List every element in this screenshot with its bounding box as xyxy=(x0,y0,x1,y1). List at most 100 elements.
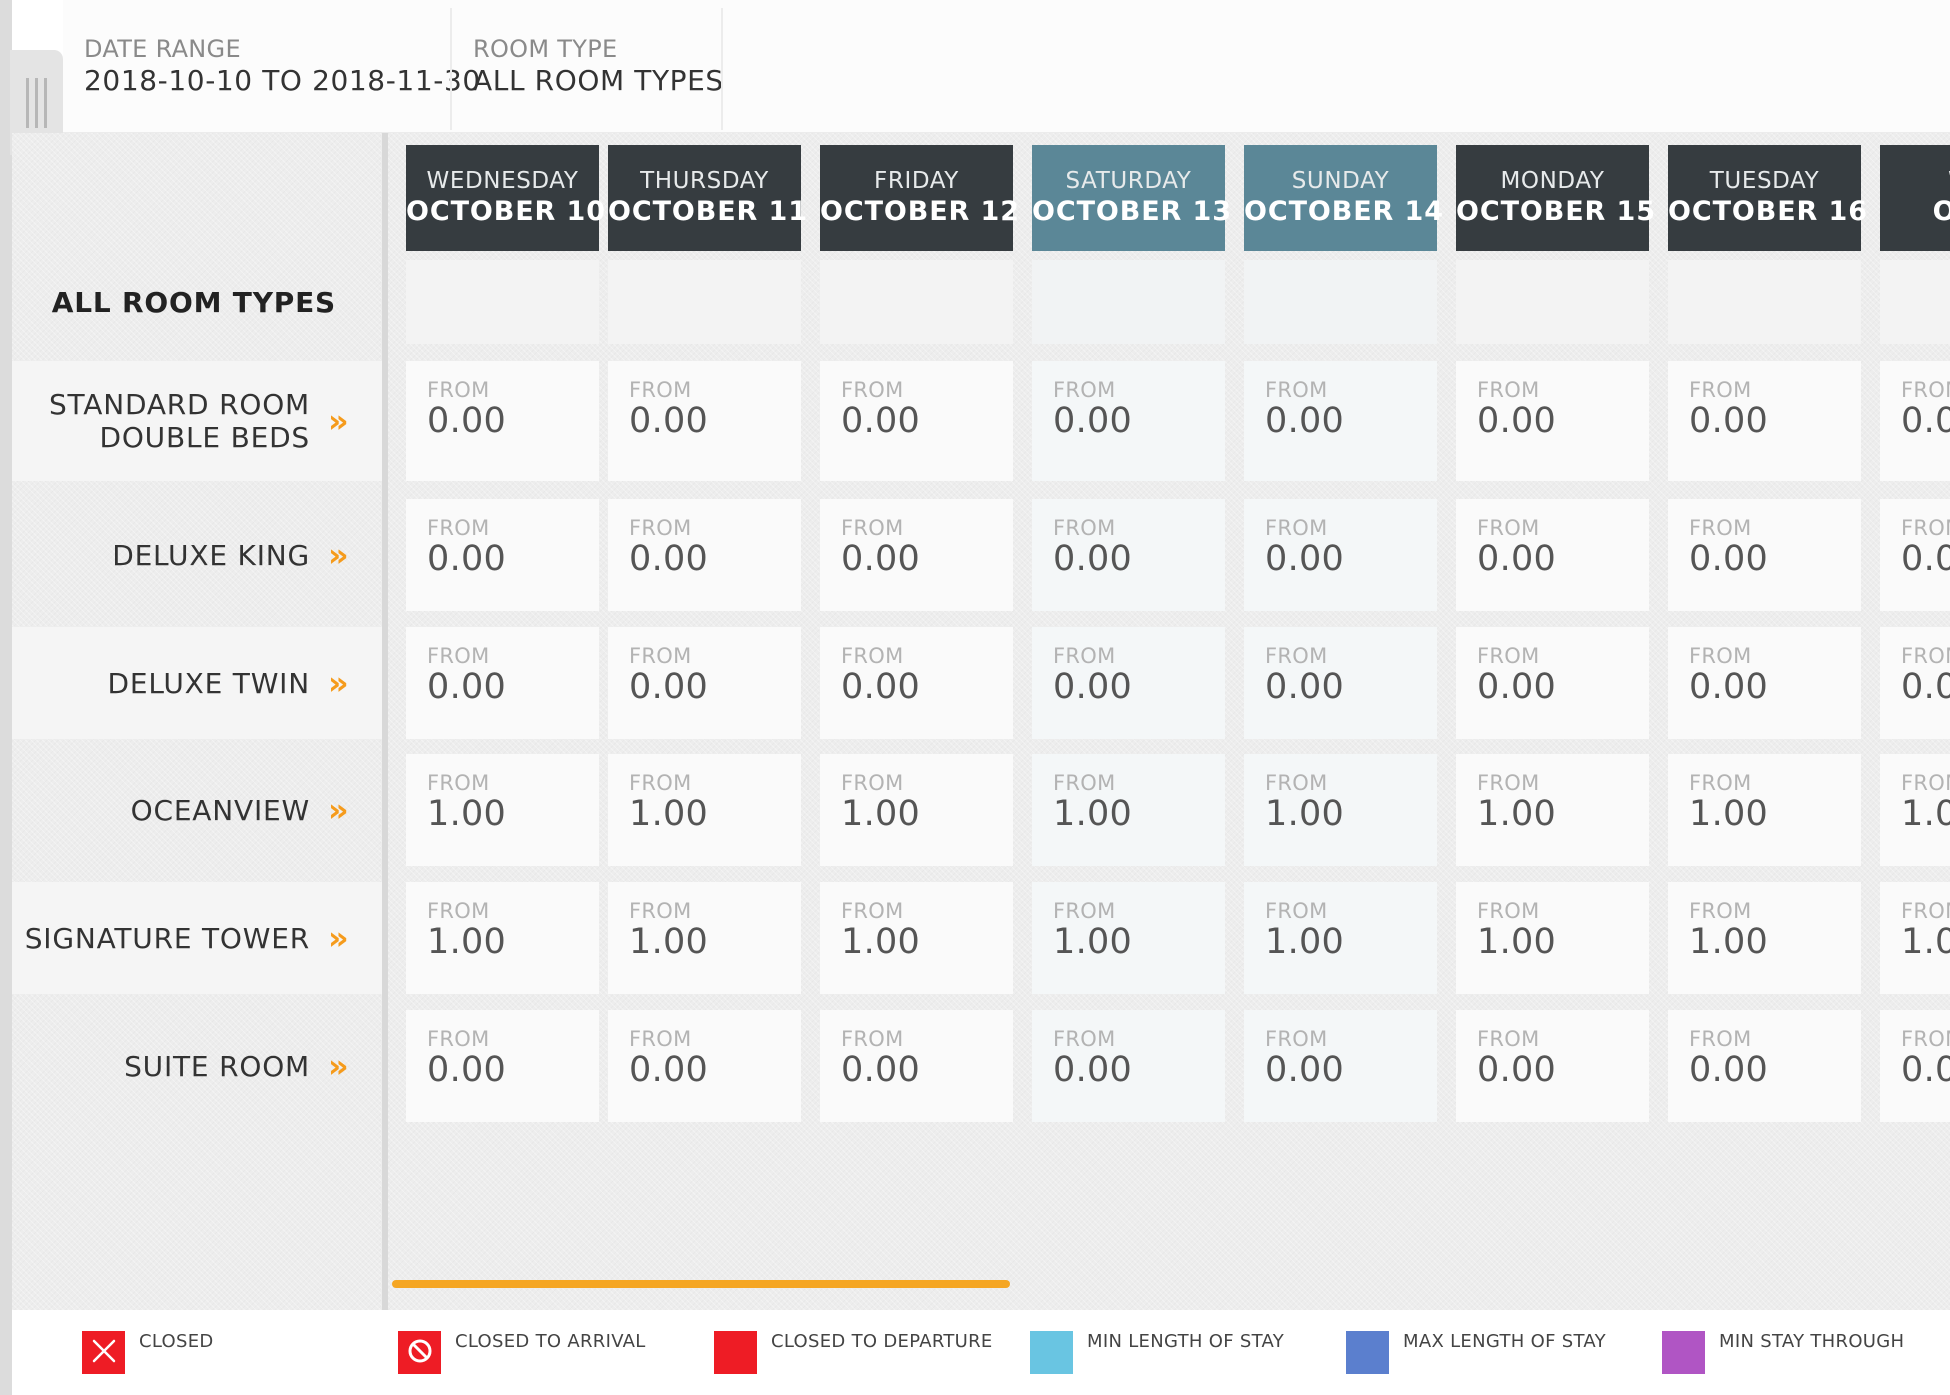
rate-from-label: FROM xyxy=(1689,644,1752,668)
rate-price: 0.00 xyxy=(841,1050,921,1090)
legend-item: CLOSED TO ARRIVAL xyxy=(398,1331,646,1374)
summary-cell[interactable] xyxy=(406,260,599,344)
day-header[interactable]: MONDAY OCTOBER 15 xyxy=(1456,145,1655,251)
date-range-filter[interactable]: DATE RANGE 2018-10-10 TO 2018-11-30 xyxy=(63,8,502,130)
rate-from-label: FROM xyxy=(1053,771,1116,795)
summary-cell[interactable] xyxy=(1244,260,1437,344)
day-header[interactable]: FRIDAY OCTOBER 12 xyxy=(820,145,1019,251)
expand-chevron-icon[interactable]: » xyxy=(328,402,349,440)
x-icon xyxy=(90,1337,118,1369)
expand-chevron-icon[interactable]: » xyxy=(328,791,349,829)
rate-price: 1.00 xyxy=(1689,794,1769,834)
summary-cell[interactable] xyxy=(1880,260,1950,344)
rate-from-label: FROM xyxy=(427,644,490,668)
expand-chevron-icon[interactable]: » xyxy=(328,664,349,702)
horizontal-scrollbar[interactable] xyxy=(392,1280,1010,1288)
handle-grip-line xyxy=(35,77,38,128)
expand-chevron-icon[interactable]: » xyxy=(328,536,349,574)
summary-cell[interactable] xyxy=(608,260,801,344)
room-name: OCEANVIEW xyxy=(131,794,310,827)
room-type-filter[interactable]: ROOM TYPE ALL ROOM TYPES xyxy=(452,8,745,130)
legend-item: CLOSED TO DEPARTURE xyxy=(714,1331,993,1374)
rate-price: 0.00 xyxy=(1689,667,1769,707)
rate-grid: ALL ROOM TYPES STANDARD ROOM DOUBLE BEDS» D… xyxy=(12,133,1950,1310)
expand-chevron-icon[interactable]: » xyxy=(328,1047,349,1085)
rate-price: 0.00 xyxy=(1901,1050,1950,1090)
day-header[interactable]: WEDOCTO xyxy=(1880,145,1950,251)
day-header[interactable]: TUESDAY OCTOBER 16 xyxy=(1668,145,1868,251)
summary-cell[interactable] xyxy=(1032,260,1225,344)
day-header[interactable]: SATURDAY OCTOBER 13 xyxy=(1032,145,1231,251)
date-range-label: DATE RANGE xyxy=(84,35,241,63)
rate-from-label: FROM xyxy=(427,899,490,923)
left-edge-strip xyxy=(0,0,12,1395)
rate-from-label: FROM xyxy=(629,771,692,795)
expand-chevron-icon[interactable]: » xyxy=(328,919,349,957)
rate-from-label: FROM xyxy=(1053,899,1116,923)
day-header[interactable]: WEDNESDAY OCTOBER 10 xyxy=(406,145,605,251)
legend-item: CLOSED xyxy=(82,1331,214,1374)
rate-from-label: FROM xyxy=(1477,378,1540,402)
rate-price: 1.00 xyxy=(1477,922,1557,962)
day-of-week: MONDAY xyxy=(1500,168,1605,194)
summary-cell[interactable] xyxy=(1668,260,1861,344)
summary-cell[interactable] xyxy=(820,260,1013,344)
rate-price: 0.00 xyxy=(629,667,709,707)
day-of-week: WED xyxy=(1880,167,1950,195)
day-date: OCTOBER 16 xyxy=(1668,196,1868,227)
day-header[interactable]: THURSDAY OCTOBER 11 xyxy=(608,145,807,251)
summary-cell[interactable] xyxy=(1456,260,1649,344)
rate-price: 0.00 xyxy=(1477,401,1557,441)
day-header[interactable]: SUNDAY OCTOBER 14 xyxy=(1244,145,1443,251)
day-of-week: SATURDAY xyxy=(1065,168,1192,194)
